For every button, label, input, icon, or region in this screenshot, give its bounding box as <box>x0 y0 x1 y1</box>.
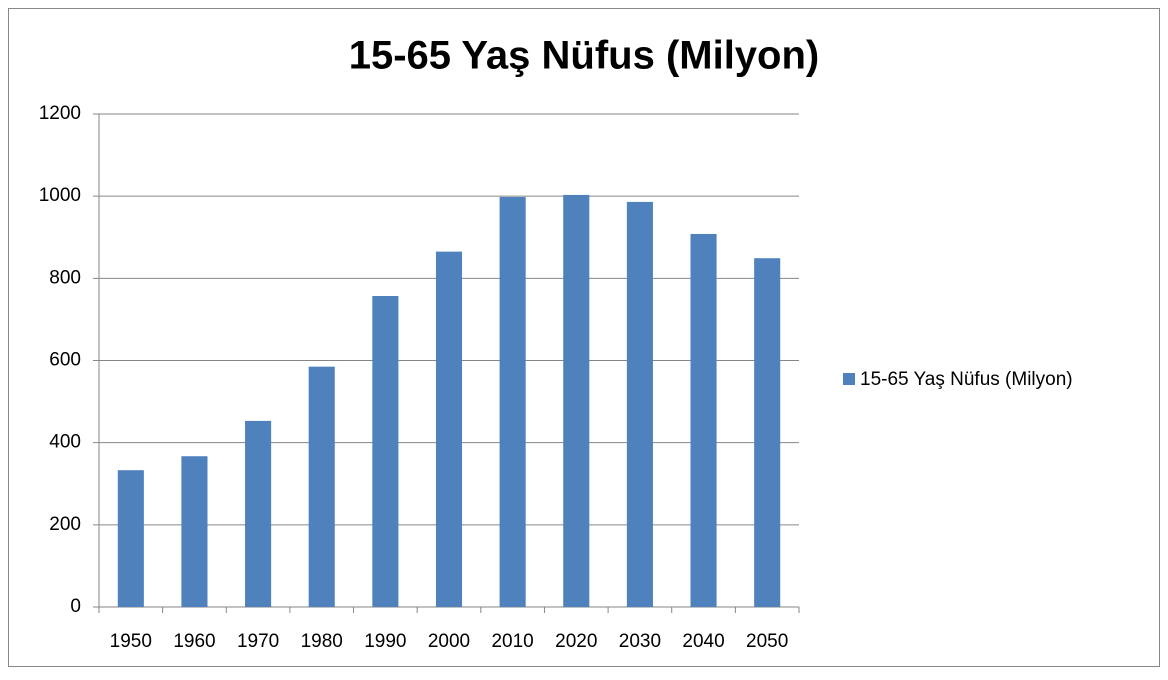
x-tick-label: 1980 <box>301 631 343 652</box>
x-tick-label: 2020 <box>555 631 597 652</box>
y-tick-label: 1000 <box>39 185 81 206</box>
x-tick-label: 1970 <box>237 631 279 652</box>
y-tick-label: 200 <box>49 514 81 535</box>
x-tick-label: 2010 <box>491 631 533 652</box>
x-tick-label: 2050 <box>746 631 788 652</box>
bar <box>308 366 335 607</box>
x-tick-label: 1950 <box>110 631 152 652</box>
bar <box>499 196 526 607</box>
bar <box>245 420 272 607</box>
bar <box>435 251 463 608</box>
y-tick-label: 800 <box>49 267 81 288</box>
y-tick-label: 1200 <box>39 103 81 124</box>
chart-title: 15-65 Yaş Nüfus (Milyon) <box>349 34 820 78</box>
x-tick-label: 2030 <box>619 631 661 652</box>
x-tick-label: 2040 <box>682 631 724 652</box>
y-tick-label: 0 <box>70 596 81 617</box>
y-tick-label: 400 <box>49 432 81 453</box>
legend-swatch <box>843 373 855 385</box>
y-tick-label: 600 <box>49 350 81 371</box>
bar <box>754 258 781 607</box>
x-tick-label: 1960 <box>173 631 215 652</box>
bar <box>372 295 399 607</box>
bar <box>690 233 717 608</box>
bar <box>626 201 653 607</box>
bar <box>563 194 590 607</box>
x-tick-label: 1990 <box>364 631 406 652</box>
legend-label: 15-65 Yaş Nüfus (Milyon) <box>860 369 1073 390</box>
bar <box>181 456 208 607</box>
x-tick-label: 2000 <box>428 631 470 652</box>
bar <box>117 470 144 607</box>
